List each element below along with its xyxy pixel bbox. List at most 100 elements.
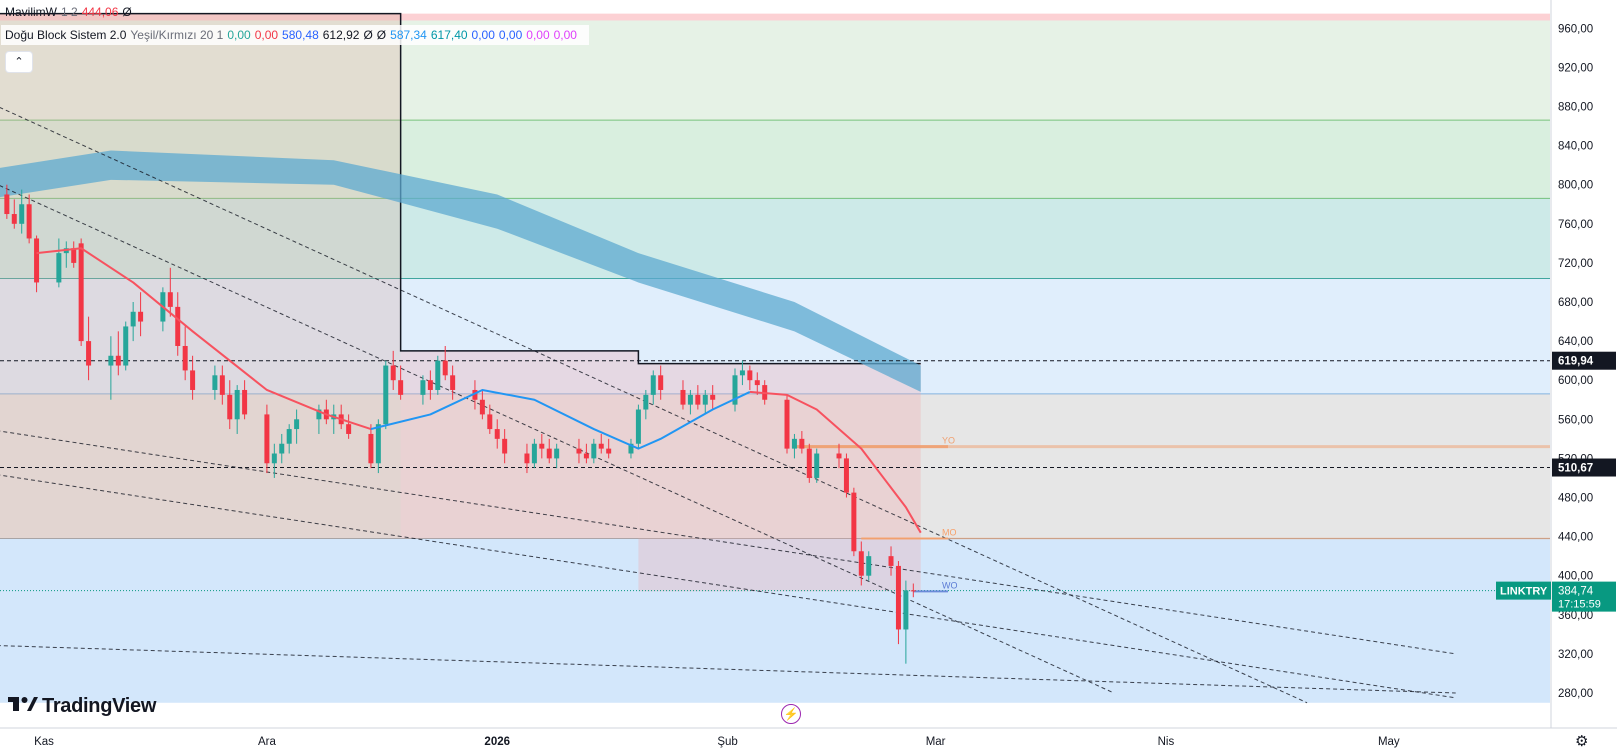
candle-body: [502, 438, 508, 454]
time-tick-label: Kas: [34, 736, 54, 748]
candle-body: [420, 380, 426, 395]
logo-text: TradingView: [42, 695, 157, 717]
candle-body: [635, 409, 641, 444]
candle-body: [271, 453, 277, 464]
time-tick-label: Şub: [717, 736, 737, 748]
zone-band: [0, 13, 1550, 21]
tradingview-logo[interactable]: TradingView: [8, 695, 156, 718]
price-level-tag: [1552, 351, 1616, 370]
indicator-value: 587,34: [390, 28, 427, 42]
candle-body: [78, 243, 84, 342]
price-tick-label: 640,00: [1558, 336, 1593, 348]
price-tick-label: 480,00: [1558, 493, 1593, 505]
candle-body: [427, 380, 433, 390]
indicator-value: Ø: [363, 28, 373, 42]
candle-body: [346, 424, 352, 434]
candle-body: [494, 429, 500, 439]
flash-icon[interactable]: ⚡: [781, 704, 801, 724]
candle-body: [56, 253, 62, 283]
price-tick-label: 360,00: [1558, 610, 1593, 622]
candle-body: [732, 375, 738, 405]
trend-line: [0, 106, 1308, 704]
price-tick-label: 880,00: [1558, 102, 1593, 114]
candle-body: [628, 443, 634, 454]
candle-body: [606, 448, 612, 454]
candle-body: [375, 424, 381, 464]
candle-body: [71, 248, 77, 263]
candle-body: [130, 311, 136, 327]
candle-body: [4, 194, 10, 215]
price-tick-label: 280,00: [1558, 688, 1593, 700]
candle-body: [851, 492, 857, 552]
symbol-legend-row[interactable]: MavilimW 1 2 444,06 Ø: [1, 2, 140, 22]
trend-line: [0, 474, 1456, 699]
price-tick-label: 960,00: [1558, 23, 1593, 35]
candle-body: [19, 204, 25, 224]
level-label: MO: [942, 528, 957, 538]
candle-body: [390, 365, 396, 381]
candle-body: [531, 443, 537, 464]
candle-body: [212, 375, 218, 390]
candle-body: [234, 389, 240, 420]
indicator-value: 0,00: [254, 28, 279, 42]
symbol-tag-label: LINKTRY: [1500, 586, 1548, 598]
zone-band: [0, 198, 1550, 279]
candle-body: [784, 399, 790, 449]
trend-line: [0, 185, 1115, 694]
candle-body: [294, 419, 300, 430]
candle-body: [138, 311, 144, 322]
candle-body: [710, 394, 716, 400]
candle-body: [702, 394, 708, 405]
chevron-up-icon[interactable]: ⌃: [5, 51, 33, 73]
candle-body: [219, 375, 225, 395]
candle-body: [903, 590, 909, 630]
candle-body: [791, 438, 797, 449]
indicator-value: 0,00: [526, 28, 550, 42]
candle-body: [866, 556, 872, 576]
trend-line: [0, 430, 1456, 655]
price-tick-label: 680,00: [1558, 297, 1593, 309]
block-staircase-line: [0, 12, 921, 365]
candle-body: [242, 389, 248, 415]
price-tick-label: 840,00: [1558, 141, 1593, 153]
level-label: WO: [942, 580, 958, 590]
settings-gear-icon[interactable]: ⚙: [1575, 733, 1589, 750]
candle-body: [190, 370, 196, 390]
candle-body: [858, 551, 864, 576]
time-tick-label: Nis: [1158, 736, 1175, 748]
candle-body: [316, 409, 322, 420]
candle-body: [576, 448, 582, 454]
price-tick-label: 800,00: [1558, 180, 1593, 192]
time-tick-label: Ara: [258, 736, 277, 748]
block-box-shade: [638, 363, 921, 592]
candle-body: [472, 389, 478, 400]
price-tick-label: 760,00: [1558, 219, 1593, 231]
time-tick-label: May: [1378, 736, 1400, 748]
price-tick-label: 560,00: [1558, 414, 1593, 426]
candle-body: [836, 453, 842, 459]
candle-body: [279, 443, 285, 454]
mavilim-line: [36, 247, 372, 431]
price-axis-bg: [1551, 0, 1617, 755]
candle-body: [368, 433, 374, 464]
trend-line: [0, 645, 1456, 694]
price-tick-label: 920,00: [1558, 62, 1593, 74]
indicator-values: 0,00 0,00 580,48 612,92 Ø Ø 587,34 617,40 0,00 0,…: [227, 28, 581, 42]
time-tick-label: 2026: [484, 736, 510, 748]
price-tick-label: 440,00: [1558, 532, 1593, 544]
candle-body: [167, 292, 173, 307]
price-level-tag-label: 510,67: [1558, 463, 1593, 475]
indicator-params: Yeşil/Kırmızı 20 1: [130, 28, 224, 42]
candle-body: [910, 590, 916, 592]
symbol-params: 1 2: [61, 5, 78, 19]
time-tick-label: Mar: [926, 736, 946, 748]
block-box-shade: [0, 13, 401, 539]
indicator-value: 0,00: [227, 28, 251, 42]
candle-body: [11, 214, 17, 224]
price-tick-label: 720,00: [1558, 258, 1593, 270]
trend-cloud-band: [0, 150, 921, 392]
symbol-value: 444,06: [81, 5, 119, 19]
